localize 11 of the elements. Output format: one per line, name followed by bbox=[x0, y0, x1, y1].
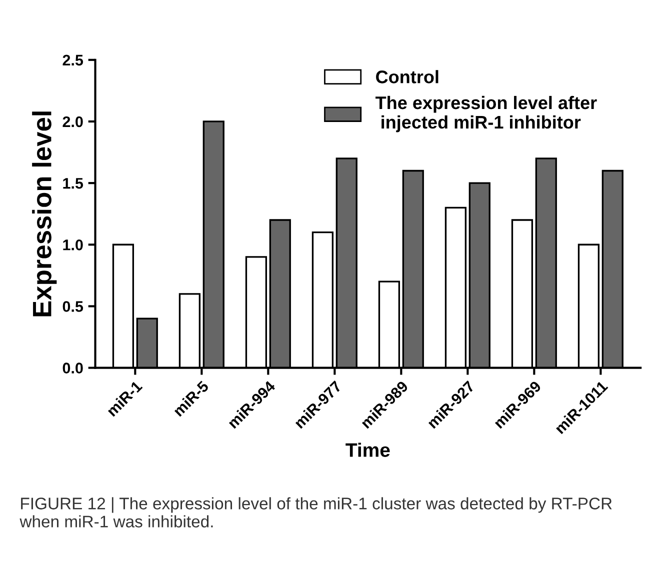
x-axis-title: Time bbox=[346, 442, 390, 457]
y-tick-label: 0.5 bbox=[62, 301, 84, 312]
y-tick-label: 1.0 bbox=[63, 240, 83, 250]
y-tick-label: 2.5 bbox=[62, 54, 84, 66]
caption: FIGURE 12 | The expression level of the miR-1 cluster was detected by RT-PCR when miR-1 was inhibited. bbox=[20, 497, 612, 528]
y-axis-title: Expression level bbox=[32, 112, 57, 316]
legend-label: The expression level after injected miR-1 inhibitor bbox=[376, 96, 597, 132]
y-tick-label: 1.5 bbox=[63, 178, 84, 189]
legend-label: Control bbox=[376, 70, 438, 84]
y-tick-label: 2.0 bbox=[62, 116, 83, 128]
y-tick-label: 0.0 bbox=[62, 362, 83, 374]
